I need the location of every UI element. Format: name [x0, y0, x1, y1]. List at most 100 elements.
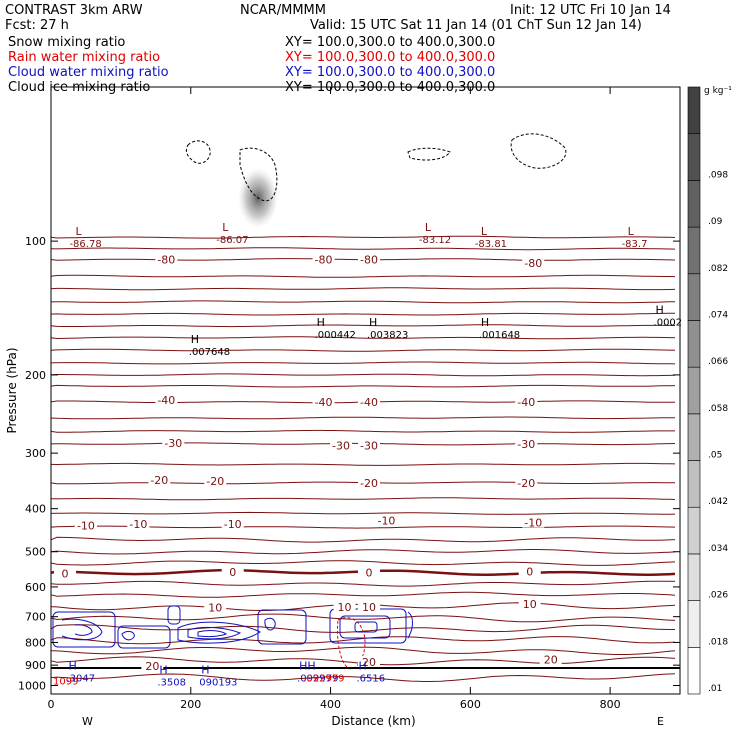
contour-label-bg: [522, 516, 545, 528]
extremum-value: -83.12: [419, 235, 451, 246]
contour-label-bg: [357, 253, 380, 265]
contour-label: -10: [77, 520, 95, 533]
contour-label: -30: [164, 437, 182, 450]
cloud-water-contour: [177, 621, 262, 644]
isotherm-line: [50, 384, 676, 388]
contour-label-bg: [357, 476, 380, 488]
cloud-ice-contour-layer: [185, 133, 567, 202]
x-tick-label: 800: [600, 698, 621, 711]
y-tick-label: 800: [25, 636, 46, 649]
isotherm-line: [50, 373, 676, 377]
colorbar-tick-label: .05: [708, 451, 722, 461]
extremum-value: .3047: [66, 674, 95, 685]
colorbar-segment: [687, 460, 701, 508]
contour-label: -80: [157, 254, 175, 267]
isotherm-line: [50, 336, 676, 340]
isotherm-line: [50, 361, 676, 365]
cloud-water-contour: [121, 630, 135, 641]
extremum-letter: H: [656, 303, 664, 316]
x-axis-title: Distance (km): [331, 714, 415, 728]
extremum-letter: H: [317, 316, 325, 329]
isotherm-line: [50, 235, 676, 239]
isotherm-line: [50, 646, 676, 655]
contour-label: 0: [526, 566, 533, 579]
cloud-ice-contour: [239, 147, 278, 202]
colorbar-segment: [687, 553, 701, 601]
field-snow-name: Snow mixing ratio: [8, 35, 126, 50]
colorbar-segment: [687, 86, 701, 134]
contour-label-bg: [148, 474, 171, 486]
cloud-water-contour: [339, 615, 391, 639]
contour-label-bg: [333, 600, 356, 612]
colorbar-tick-label: .098: [708, 170, 728, 180]
extremum-letter: H: [359, 660, 367, 673]
extremum-value: -86.78: [69, 239, 101, 250]
isotherm-line: [50, 511, 676, 515]
extremum-letter: H: [201, 664, 209, 677]
x-tick-label: 200: [180, 698, 201, 711]
y-tick-label: 500: [25, 546, 46, 559]
contour-label-bg: [539, 653, 562, 665]
contour-label-bg: [312, 395, 335, 407]
contour-label-bg: [518, 597, 541, 609]
contour-label-bg: [221, 517, 244, 529]
cloud-water-contour: [52, 611, 116, 648]
isotherm-line: [50, 300, 676, 304]
contour-label: 10: [338, 601, 352, 614]
extremum-value: .000442: [315, 330, 356, 341]
extremum-letter: H: [191, 333, 199, 346]
isotherm-line: [50, 591, 676, 598]
isotherm-line: [50, 429, 675, 433]
extremum-value: -83.7: [622, 239, 648, 250]
extremum-letter: HH: [299, 660, 316, 673]
contour-label: -20: [360, 477, 378, 490]
contour-label-bg: [357, 600, 380, 612]
extremum-value: -86.07: [216, 235, 248, 246]
colorbar-tick-label: .01: [708, 684, 722, 694]
cloud-water-contour: [74, 624, 93, 636]
colorbar-tick-label: .074: [708, 310, 728, 320]
cloud-water-contour: [167, 605, 181, 625]
cloud-water-contour: [264, 617, 276, 631]
contour-label-bg: [204, 475, 227, 487]
thin-isotherm-layer: [50, 235, 676, 682]
extremum-value: .6516: [357, 674, 386, 685]
y-tick-label: 700: [25, 611, 46, 624]
contour-label-bg: [375, 514, 398, 526]
contour-label-bg: [357, 439, 380, 451]
isotherm--10: [50, 525, 676, 529]
valid-time: Valid: 15 UTC Sat 11 Jan 14 (01 ChT Sun …: [310, 18, 642, 33]
contour-label: -30: [360, 439, 378, 452]
extremum-value: .0002: [654, 317, 683, 328]
cloud-ice-contour: [510, 133, 567, 169]
isotherm-line: [50, 549, 676, 555]
field-rain-xy: XY= 100.0,300.0 to 400.0,300.0: [285, 50, 496, 65]
colorbar-segment: [687, 600, 701, 648]
extremum-letter: L: [75, 225, 82, 238]
contour-label-bg: [515, 476, 538, 488]
contour-label: -20: [206, 475, 224, 488]
y-tick-label: 400: [25, 503, 46, 516]
isotherm-line: [50, 416, 675, 420]
contour-label-bg: [357, 395, 380, 407]
contour-label: -30: [517, 438, 535, 451]
contour-label-bg: [518, 565, 541, 577]
contour-label-bg: [155, 394, 178, 406]
contour-label-bg: [74, 519, 97, 531]
isotherm-line: [50, 324, 676, 328]
field-rain-name: Rain water mixing ratio: [8, 50, 161, 65]
contour-label: -80: [524, 257, 542, 270]
isotherm-line: [50, 613, 676, 623]
contour-label: 20: [362, 656, 376, 669]
contour-label: -20: [517, 477, 535, 490]
y-tick-label: 900: [25, 659, 46, 672]
contour-label-bg: [357, 655, 380, 667]
colorbar-segment: [687, 366, 701, 415]
colorbar-tick-label: .058: [708, 404, 728, 414]
center-title: NCAR/MMMM: [240, 3, 326, 18]
contour-label-bg: [221, 565, 244, 577]
extremum-letter: L: [481, 225, 488, 238]
contour-label: -30: [332, 439, 350, 452]
cloud-ice-contour: [185, 140, 211, 164]
